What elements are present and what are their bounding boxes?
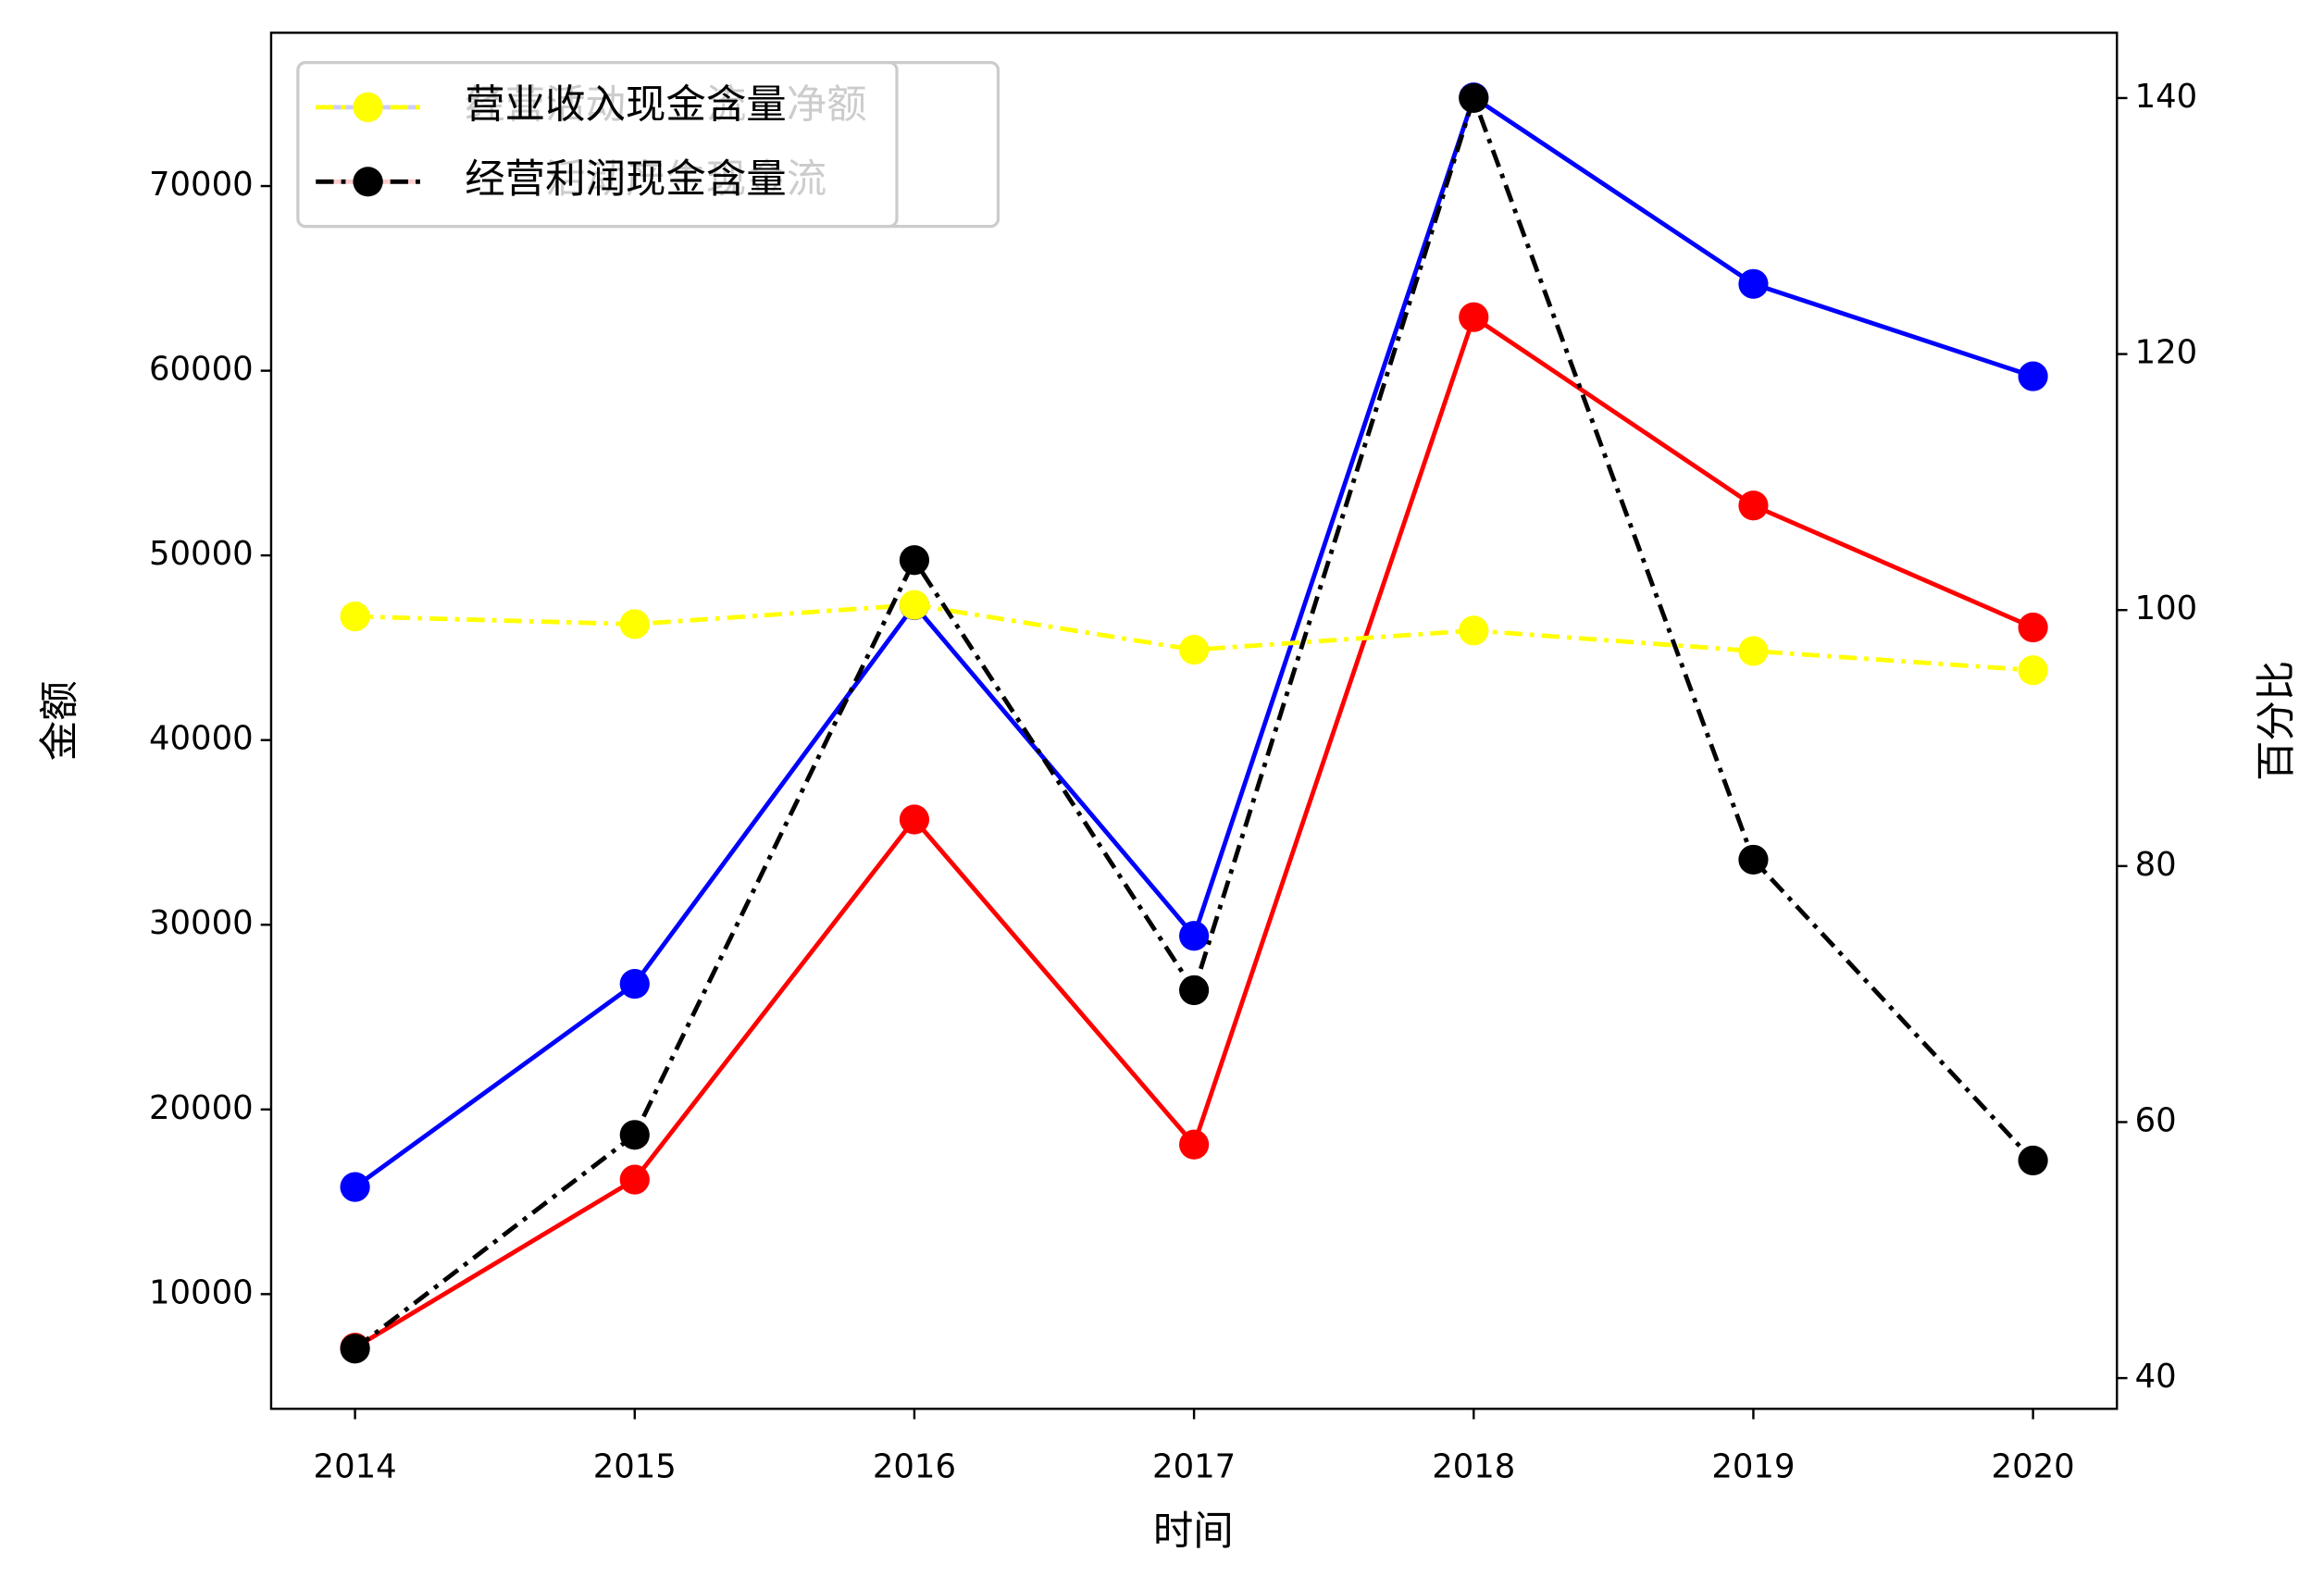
y2-tick-label: 80 — [2135, 846, 2177, 884]
legend-label: 营业收入现金含量 — [465, 81, 787, 128]
y2-tick-label: 40 — [2135, 1358, 2177, 1396]
point — [1738, 636, 1769, 666]
x-tick-label: 2020 — [1992, 1448, 2075, 1486]
y-tick-label: 50000 — [149, 535, 254, 573]
y-tick-label: 70000 — [149, 166, 254, 204]
series-line — [354, 91, 2035, 1351]
legend-box — [296, 60, 899, 229]
legend-label: 经营利润现金含量 — [465, 156, 787, 203]
legend-marker — [353, 167, 383, 197]
point — [1459, 302, 1489, 332]
point — [1738, 490, 1769, 521]
axes-frame — [269, 31, 2119, 1410]
y-tick-label: 20000 — [149, 1089, 254, 1127]
y-tick-label: 30000 — [149, 904, 254, 942]
point — [2018, 655, 2048, 686]
y-tick-label: 10000 — [149, 1273, 254, 1311]
point — [1459, 615, 1489, 646]
y-tick-label: 40000 — [149, 720, 254, 758]
x-tick-label: 2017 — [1152, 1448, 1236, 1486]
x-tick-label: 2018 — [1432, 1448, 1515, 1486]
y2-tick-label: 100 — [2135, 590, 2198, 627]
x-tick-label: 2019 — [1711, 1448, 1795, 1486]
point — [2018, 612, 2048, 643]
point — [899, 804, 930, 835]
point — [899, 545, 930, 576]
point — [619, 609, 650, 639]
point — [340, 1334, 370, 1364]
point — [1738, 268, 1769, 299]
point — [619, 969, 650, 999]
point — [1179, 921, 1210, 951]
point — [340, 602, 370, 632]
point — [619, 1120, 650, 1150]
y-axis-label: 金额 — [37, 680, 83, 761]
y2-tick-label: 120 — [2135, 334, 2198, 372]
point — [1179, 975, 1210, 1006]
legend-marker — [353, 92, 383, 122]
x-tick-label: 2015 — [593, 1448, 677, 1486]
point — [1738, 844, 1769, 875]
y2-tick-label: 60 — [2135, 1101, 2177, 1139]
x-tick-label: 2014 — [314, 1448, 397, 1486]
y2-axis-label: 百分比 — [2254, 661, 2300, 781]
series-line — [354, 313, 2034, 1350]
point — [619, 1164, 650, 1195]
point — [1179, 1129, 1210, 1160]
point — [2018, 361, 2048, 391]
point — [1459, 82, 1489, 114]
y2-tick-label: 140 — [2135, 78, 2198, 116]
point — [1179, 634, 1210, 665]
point — [340, 1172, 370, 1202]
x-tick-label: 2016 — [873, 1448, 956, 1486]
point — [899, 590, 930, 620]
x-axis-label: 时间 — [1153, 1508, 1234, 1555]
point — [2018, 1145, 2048, 1176]
y-tick-label: 60000 — [149, 351, 254, 389]
